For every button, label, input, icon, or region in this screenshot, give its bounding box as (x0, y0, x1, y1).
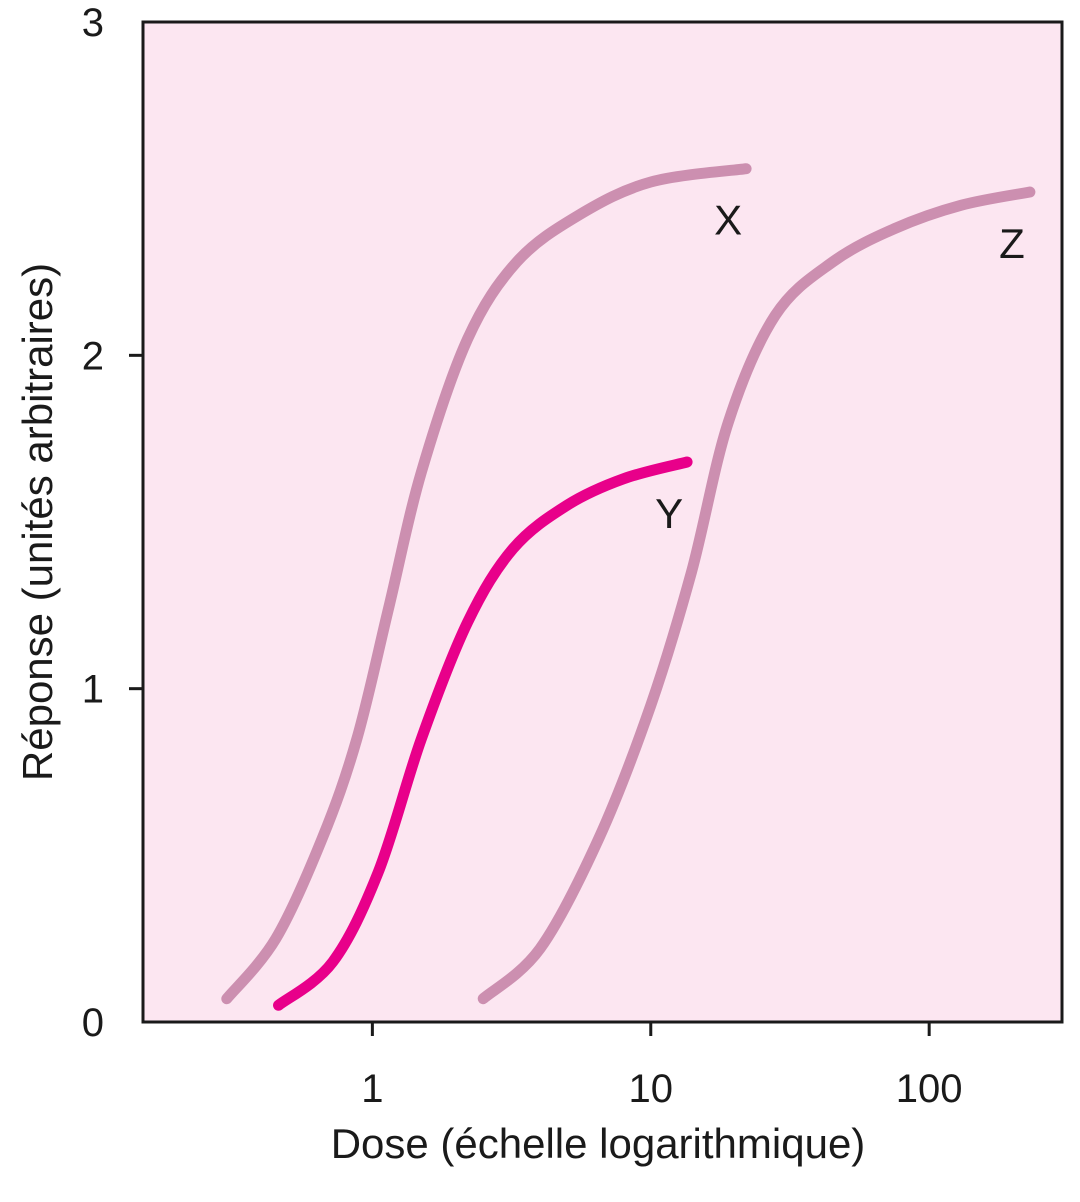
x-tick-label: 10 (629, 1067, 674, 1111)
y-axis-title: Réponse (unités arbitraires) (14, 263, 61, 781)
curve-x (221, 163, 752, 1005)
y-tick-label: 2 (82, 334, 104, 378)
ticks-group: 1 10 100 0 1 2 3 (82, 1, 963, 1111)
x-tick-label: 1 (361, 1067, 383, 1111)
curve-label-z: Z (999, 220, 1025, 267)
y-tick-label: 3 (82, 1, 104, 45)
x-tick-label: 100 (896, 1067, 963, 1111)
curves-group (221, 163, 1036, 1011)
curve-label-y: Y (655, 490, 683, 537)
curve-label-x: X (714, 197, 742, 244)
curve-y (273, 456, 693, 1011)
curve-z (477, 186, 1036, 1005)
curve-labels-group: X Y Z (655, 197, 1025, 537)
plot-area (141, 20, 1064, 1024)
y-tick-label: 0 (82, 1001, 104, 1045)
y-tick-label: 1 (82, 668, 104, 712)
x-axis-title: Dose (échelle logarithmique) (331, 1120, 866, 1167)
